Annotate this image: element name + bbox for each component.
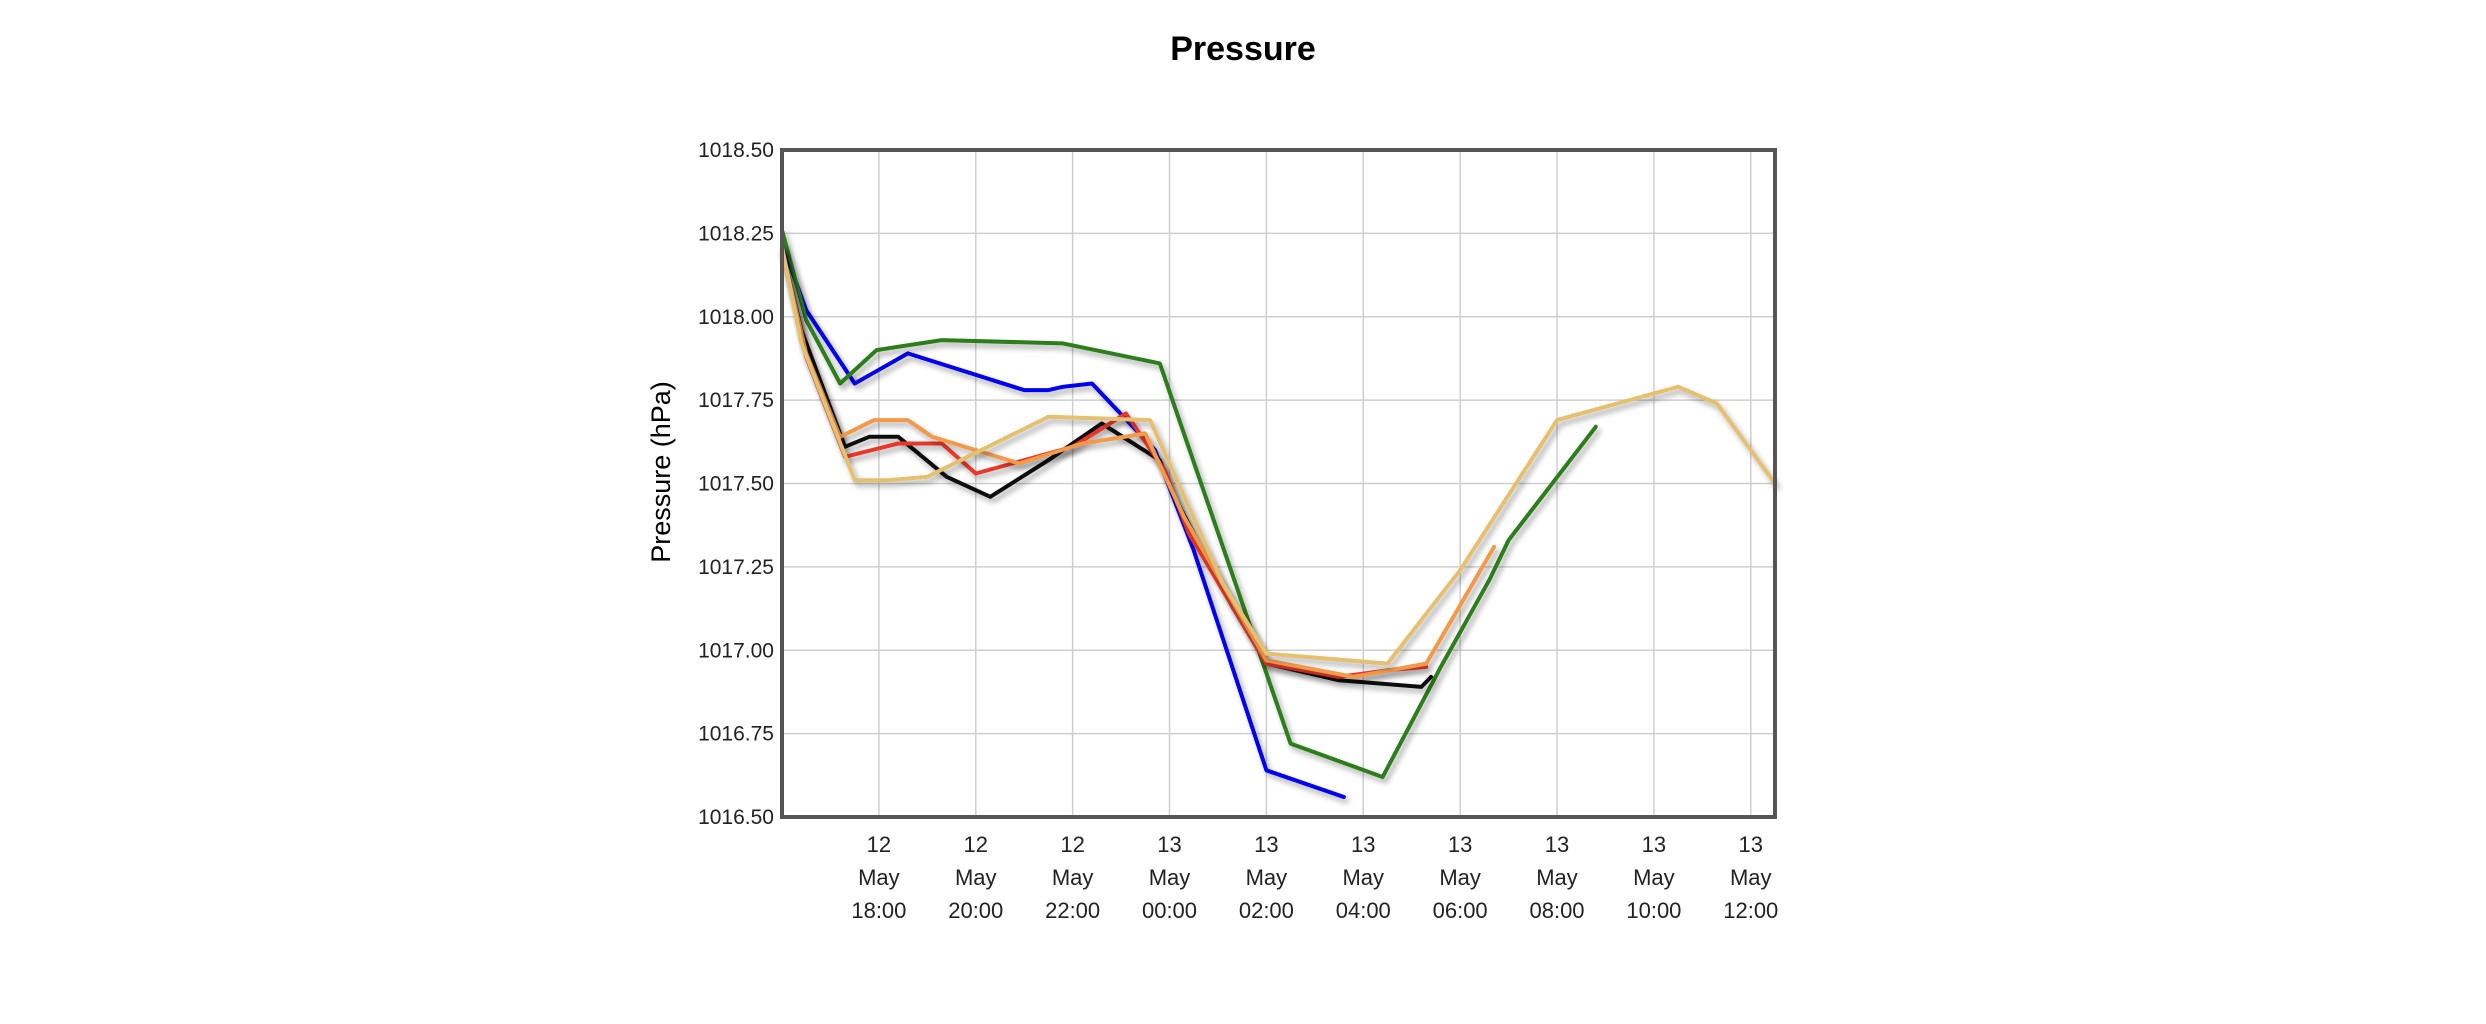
x-tick-label-line: 22:00 [1045, 898, 1100, 923]
x-tick-label-line: 10:00 [1626, 898, 1681, 923]
x-tick-label-line: 12 [867, 832, 891, 857]
y-tick-label: 1016.75 [698, 723, 774, 746]
y-tick-label: 1016.50 [698, 806, 774, 829]
x-tick-label: 13 May 04:00 [1336, 832, 1391, 923]
x-tick-label: 13 May 00:00 [1142, 832, 1197, 923]
series-line-5 [780, 248, 1497, 679]
x-tick-label-line: May [1149, 865, 1191, 890]
y-tick-label: 1017.25 [698, 556, 774, 579]
y-tick-label: 1018.25 [698, 222, 774, 245]
chart-title: Pressure [1170, 30, 1316, 68]
x-tick-label-line: May [1730, 865, 1772, 890]
x-axis-ticks: 12 May 18:00 12 May 20:00 12 May 22:00 13 May 00:00… [851, 832, 1778, 923]
y-tick-label: 1018.50 [698, 139, 774, 162]
series-line-4 [780, 248, 1429, 679]
x-tick-label: 12 May 22:00 [1045, 832, 1100, 923]
y-tick-label: 1017.00 [698, 639, 774, 662]
x-tick-label-line: 18:00 [851, 898, 906, 923]
x-tick-label-line: May [1052, 865, 1094, 890]
x-tick-label-line: 13 [1351, 832, 1375, 857]
x-tick-label-line: May [955, 865, 997, 890]
x-tick-label-line: May [1342, 865, 1384, 890]
x-tick-label: 13 May 02:00 [1239, 832, 1294, 923]
x-tick-label-line: 13 [1254, 832, 1278, 857]
x-tick-label-line: 13 [1545, 832, 1569, 857]
x-tick-label-line: 20:00 [948, 898, 1003, 923]
series-line-6 [780, 244, 1777, 666]
x-tick-label-line: 13 [1448, 832, 1472, 857]
y-tick-label: 1017.75 [698, 389, 774, 412]
y-tick-label: 1018.00 [698, 306, 774, 329]
x-tick-label-line: 13 [1157, 832, 1181, 857]
series-line-1 [780, 241, 1346, 799]
x-tick-label-line: May [1633, 865, 1675, 890]
x-tick-label: 12 May 18:00 [851, 832, 906, 923]
x-tick-label-line: 06:00 [1433, 898, 1488, 923]
y-axis-label: Pressure (hPa) [646, 381, 676, 563]
x-tick-label-line: 13 [1739, 832, 1763, 857]
series-line-2 [780, 228, 1598, 779]
x-tick-label-line: 04:00 [1336, 898, 1391, 923]
y-axis-ticks: 1018.50 1018.25 1018.00 1017.75 1017.50 1017.… [698, 139, 774, 829]
x-tick-label-line: 12 [964, 832, 988, 857]
x-tick-label-line: 00:00 [1142, 898, 1197, 923]
x-tick-label: 13 May 08:00 [1529, 832, 1584, 923]
x-tick-label-line: May [1246, 865, 1288, 890]
grid [782, 149, 1775, 818]
x-tick-label-line: 02:00 [1239, 898, 1294, 923]
x-tick-label-line: May [858, 865, 900, 890]
x-tick-label: 13 May 06:00 [1433, 832, 1488, 923]
x-tick-label: 13 May 12:00 [1723, 832, 1778, 923]
series-lines [780, 228, 1777, 799]
x-tick-label-line: 08:00 [1529, 898, 1584, 923]
x-tick-label: 13 May 10:00 [1626, 832, 1681, 923]
x-tick-label-line: 12 [1060, 832, 1084, 857]
y-tick-label: 1017.50 [698, 473, 774, 496]
x-tick-label-line: May [1439, 865, 1481, 890]
plot-frame [780, 148, 1777, 819]
x-tick-label: 12 May 20:00 [948, 832, 1003, 923]
x-tick-label-line: 13 [1642, 832, 1666, 857]
x-tick-label-line: May [1536, 865, 1578, 890]
x-tick-label-line: 12:00 [1723, 898, 1778, 923]
